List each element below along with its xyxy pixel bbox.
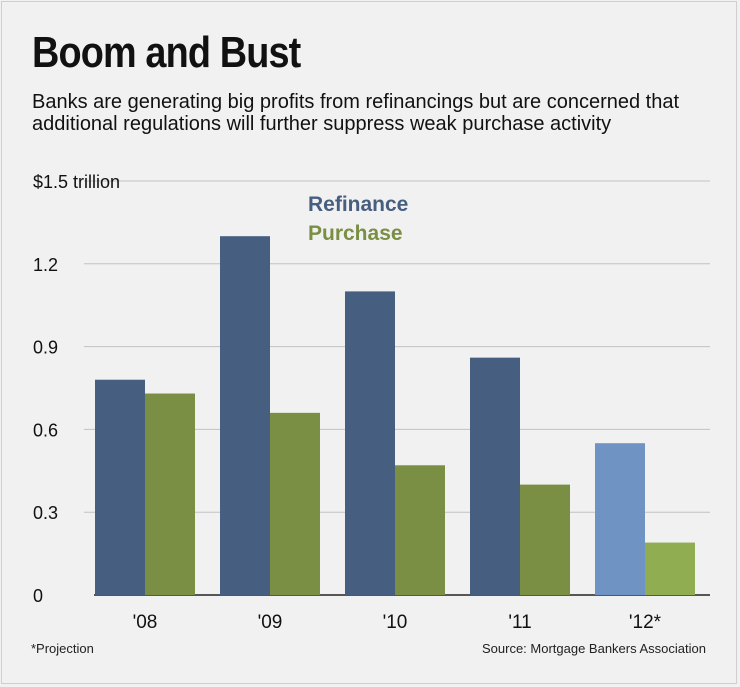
y-tick-label: 0 [33, 586, 43, 606]
legend: Refinance Purchase [308, 193, 408, 245]
y-tick-label: 0.6 [33, 420, 58, 440]
refinance-bar [470, 357, 520, 595]
y-tick-label: 0.9 [33, 338, 58, 358]
y-tick-labels: $1.5 trillion 1.2 0.9 0.6 0.3 0 [33, 172, 120, 606]
chart-subtitle: Banks are generating big profits from re… [32, 91, 680, 135]
purchase-bar [270, 412, 320, 595]
purchase-bar [145, 393, 195, 595]
purchase-bar [395, 465, 445, 595]
refinance-bar [95, 379, 145, 595]
x-tick-label: '08 [133, 612, 158, 633]
footnote: *Projection [31, 641, 94, 656]
y-tick-label: 0.3 [33, 503, 58, 523]
x-tick-label: '12* [629, 612, 662, 633]
chart-title: Boom and Bust [32, 28, 301, 77]
x-tick-label: '11 [508, 612, 531, 633]
bars [95, 236, 695, 595]
x-tick-label: '10 [383, 612, 408, 633]
y-tick-label: 1.2 [33, 255, 58, 275]
x-tick-label: '09 [258, 612, 283, 633]
purchase-bar [645, 542, 695, 595]
purchase-bar [520, 484, 570, 595]
x-tick-labels: '08 '09 '10 '11 '12* [133, 612, 662, 633]
refinance-bar [345, 291, 395, 595]
refinance-bar [220, 236, 270, 595]
refinance-bar [595, 443, 645, 595]
legend-purchase: Purchase [308, 222, 403, 245]
y-tick-label: $1.5 trillion [33, 172, 120, 192]
source-note: Source: Mortgage Bankers Association [481, 641, 706, 656]
legend-refinance: Refinance [308, 193, 408, 216]
